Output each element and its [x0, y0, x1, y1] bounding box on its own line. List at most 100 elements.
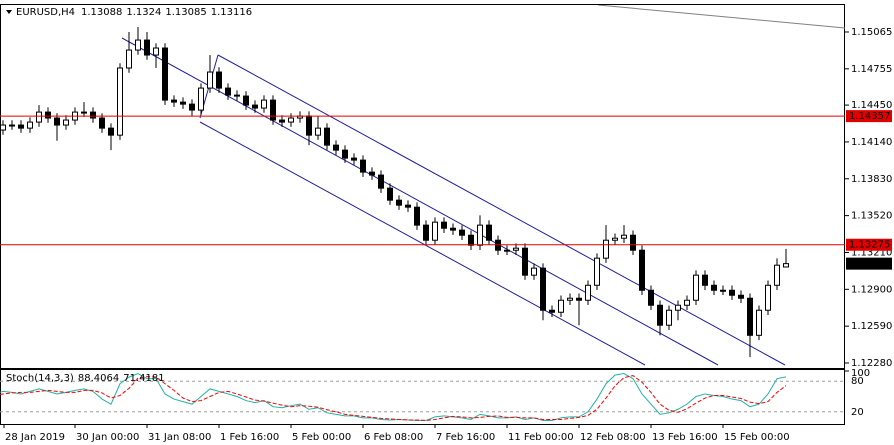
- symbol-title: EURUSD,H4: [16, 7, 75, 18]
- channel-line: [199, 121, 646, 366]
- candle-body: [747, 297, 753, 336]
- candle-body: [207, 71, 213, 89]
- x-tick-label: 13 Feb 16:00: [652, 432, 718, 443]
- x-tick-label: 12 Feb 08:00: [580, 432, 646, 443]
- candle-body: [216, 71, 222, 89]
- y-tick-label: 1.14140: [851, 137, 892, 148]
- stoch-signal-value: 71.4181: [123, 373, 164, 384]
- candle-body: [639, 249, 645, 291]
- x-tick-label: 15 Feb 00:00: [724, 432, 790, 443]
- candle-body: [315, 127, 321, 136]
- candle-body: [567, 297, 573, 301]
- stoch-plot: [0, 372, 845, 421]
- candle-body: [396, 199, 402, 206]
- price-label-box: [846, 238, 892, 251]
- candle-body: [693, 274, 699, 301]
- x-tick-label: 7 Feb 16:00: [436, 432, 495, 443]
- candle-body: [549, 309, 555, 313]
- candle-body: [18, 124, 24, 129]
- candle-body: [225, 87, 231, 96]
- candle-body: [270, 99, 276, 121]
- candle-body: [324, 127, 330, 146]
- collapse-icon: [6, 10, 12, 14]
- candle-body: [252, 104, 258, 109]
- candle-body: [360, 159, 366, 173]
- candle-body: [621, 234, 627, 239]
- y-tick-label: 1.15065: [851, 27, 892, 38]
- candle-body: [342, 149, 348, 159]
- candle-body: [90, 111, 96, 119]
- y-tick-label: 1.12280: [851, 358, 892, 369]
- price-label-box: [846, 110, 892, 123]
- candle-body: [684, 299, 690, 306]
- price-label: 1.13275: [849, 240, 890, 251]
- candle-body: [414, 206, 420, 226]
- candle-body: [117, 67, 123, 136]
- y-tick-label: 100: [851, 368, 870, 379]
- candle-body: [288, 117, 294, 123]
- candle-body: [702, 274, 708, 286]
- trend-line: [597, 5, 845, 29]
- candle-body: [135, 39, 141, 51]
- candle-body: [477, 224, 483, 246]
- candle-body: [612, 237, 618, 241]
- channel-line: [121, 37, 719, 366]
- stoch-main-value: 88.4064: [78, 373, 119, 384]
- candle-body: [9, 124, 15, 127]
- candle-body: [423, 224, 429, 241]
- candle-body: [153, 47, 159, 56]
- candle-body: [486, 224, 492, 241]
- candle-body: [774, 264, 780, 286]
- x-tick-label: 1 Feb 16:00: [220, 432, 279, 443]
- candle-body: [0, 124, 6, 131]
- stoch-line: [0, 375, 787, 421]
- y-tick-label: 1.13520: [851, 211, 892, 222]
- candle-body: [378, 174, 384, 189]
- level-label: 80: [851, 376, 864, 387]
- stoch-line: [0, 372, 787, 421]
- x-tick-label: 11 Feb 00:00: [508, 432, 574, 443]
- candle-body: [99, 117, 105, 129]
- y-tick-label: 1.13210: [851, 247, 892, 258]
- candle-body: [540, 267, 546, 311]
- candle-body: [45, 111, 51, 119]
- candle-body: [756, 309, 762, 336]
- stoch-title: Stoch(14,3,3): [6, 373, 74, 384]
- candle-body: [108, 127, 114, 136]
- y-tick-label: 1.14450: [851, 100, 892, 111]
- price-plot: [0, 5, 845, 366]
- main-panel-frame: [0, 4, 845, 369]
- candle-body: [783, 263, 789, 268]
- x-tick-label: 31 Jan 08:00: [148, 432, 211, 443]
- current-price-label: 1.13116: [849, 259, 890, 270]
- candle-body: [711, 284, 717, 291]
- candle-body: [513, 247, 519, 251]
- stoch-header: Stoch(14,3,3) 88.4064 71.4181: [6, 373, 165, 384]
- candle-body: [234, 94, 240, 97]
- candle-body: [594, 257, 600, 286]
- candle-body: [405, 204, 411, 208]
- chart-header: EURUSD,H4 1.13088 1.1324 1.13085 1.13116: [16, 7, 252, 18]
- candle-body: [576, 297, 582, 301]
- candle-body: [675, 304, 681, 311]
- candle-body: [198, 87, 204, 111]
- candle-body: [468, 234, 474, 246]
- close-value: 1.13116: [211, 7, 252, 18]
- candle-body: [306, 115, 312, 136]
- candle-body: [441, 221, 447, 229]
- open-value: 1.13088: [81, 7, 122, 18]
- candle-body: [666, 309, 672, 326]
- candle-body: [603, 239, 609, 259]
- candle-body: [531, 267, 537, 276]
- candle-body: [648, 289, 654, 306]
- axes: 1.15065 1.14755 1.14450 1.14140 1.13830 1.135…: [3, 27, 892, 443]
- level-label: 20: [851, 407, 864, 418]
- candle-body: [36, 111, 42, 123]
- candle-body: [162, 47, 168, 101]
- candle-body: [738, 294, 744, 299]
- candle-body: [387, 187, 393, 201]
- y-tick-label: 1.13830: [851, 174, 892, 185]
- candle-body: [558, 299, 564, 313]
- candle-body: [459, 229, 465, 236]
